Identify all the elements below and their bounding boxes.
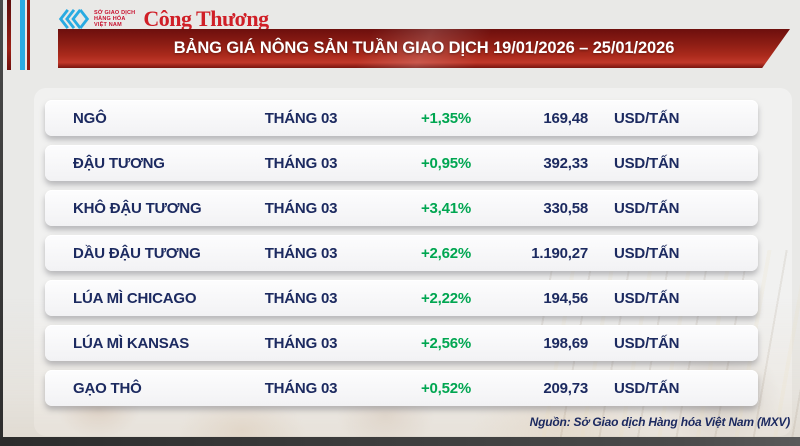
bottom-border-bar [0, 437, 800, 446]
contract-month: THÁNG 03 [264, 109, 338, 127]
congthuong-logo: Công Thương [143, 6, 269, 31]
weekly-change: +1,35% [420, 109, 472, 127]
price-unit: USD/TẤN [614, 244, 680, 262]
contract-month: THÁNG 03 [264, 244, 338, 262]
price-table: NGÔ THÁNG 03 +1,35% 169,48 USD/TẤN ĐẬU T… [45, 100, 758, 415]
price-value: 1.190,27 [531, 244, 588, 262]
table-row: NGÔ THÁNG 03 +1,35% 169,48 USD/TẤN [45, 100, 758, 136]
contract-month: THÁNG 03 [264, 334, 338, 352]
page-title: BẢNG GIÁ NÔNG SẢN TUẦN GIAO DỊCH 19/01/2… [173, 39, 675, 57]
price-value: 330,58 [543, 199, 588, 217]
price-unit: USD/TẤN [614, 289, 680, 307]
table-row: GẠO THÔ THÁNG 03 +0,52% 209,73 USD/TẤN [45, 370, 758, 406]
source-credit: Nguồn: Sở Giao dịch Hàng hóa Việt Nam (M… [529, 415, 791, 429]
commodity-name: DẦU ĐẬU TƯƠNG [73, 244, 201, 262]
commodity-name: GẠO THÔ [73, 379, 142, 397]
weekly-change: +2,22% [420, 289, 472, 307]
commodity-name: ĐẬU TƯƠNG [73, 154, 165, 172]
table-row: KHÔ ĐẬU TƯƠNG THÁNG 03 +3,41% 330,58 USD… [45, 190, 758, 226]
weekly-change: +0,95% [420, 154, 472, 172]
price-unit: USD/TẤN [614, 199, 680, 217]
price-value: 169,48 [543, 109, 588, 127]
price-value: 209,73 [543, 379, 588, 397]
table-row: DẦU ĐẬU TƯƠNG THÁNG 03 +2,62% 1.190,27 U… [45, 235, 758, 271]
background-photo-harvest [3, 298, 800, 437]
mxv-logo-icon [58, 9, 90, 29]
left-stripe-cyan [20, 0, 25, 70]
commodity-name: NGÔ [73, 109, 107, 127]
contract-month: THÁNG 03 [264, 154, 338, 172]
commodity-name: KHÔ ĐẬU TƯƠNG [73, 199, 202, 217]
price-value: 198,69 [543, 334, 588, 352]
contract-month: THÁNG 03 [264, 199, 338, 217]
price-value: 194,56 [543, 289, 588, 307]
weekly-change: +2,62% [420, 244, 472, 262]
header-logos: SỞ GIAO DỊCH HÀNG HÓA VIỆT NAM Công Thươ… [58, 6, 269, 32]
table-row: LÚA MÌ CHICAGO THÁNG 03 +2,22% 194,56 US… [45, 280, 758, 316]
price-value: 392,33 [543, 154, 588, 172]
left-stripe-red [7, 0, 11, 70]
price-unit: USD/TẤN [614, 109, 680, 127]
mxv-logo-text: SỞ GIAO DỊCH HÀNG HÓA VIỆT NAM [94, 10, 136, 28]
price-unit: USD/TẤN [614, 154, 680, 172]
weekly-change: +0,52% [420, 379, 472, 397]
commodity-name: LÚA MÌ CHICAGO [73, 289, 197, 307]
weekly-change: +3,41% [420, 199, 472, 217]
table-row: LÚA MÌ KANSAS THÁNG 03 +2,56% 198,69 USD… [45, 325, 758, 361]
left-stripe-darkred [27, 0, 30, 70]
title-banner: BẢNG GIÁ NÔNG SẢN TUẦN GIAO DỊCH 19/01/2… [58, 29, 790, 68]
price-unit: USD/TẤN [614, 334, 680, 352]
price-unit: USD/TẤN [614, 379, 680, 397]
left-border-bar [0, 0, 3, 446]
weekly-change: +2,56% [420, 334, 472, 352]
commodity-name: LÚA MÌ KANSAS [73, 334, 190, 352]
table-row: ĐẬU TƯƠNG THÁNG 03 +0,95% 392,33 USD/TẤN [45, 145, 758, 181]
contract-month: THÁNG 03 [264, 379, 338, 397]
contract-month: THÁNG 03 [264, 289, 338, 307]
